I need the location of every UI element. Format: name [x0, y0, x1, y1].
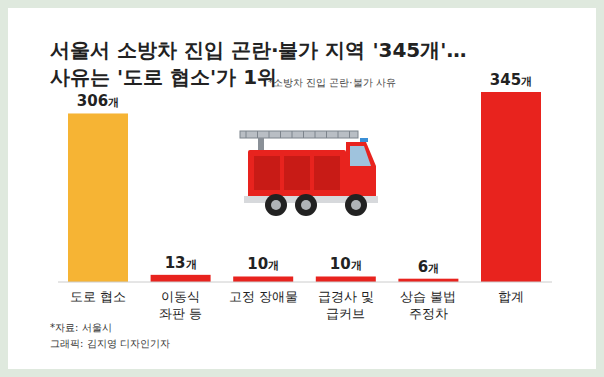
category-label: 도로 협소	[70, 289, 126, 304]
annotation: 그래픽: 김지영 디자인기자	[50, 338, 170, 349]
data-label-unit: 개	[521, 75, 532, 88]
data-label: 6개	[418, 258, 439, 276]
bars	[68, 92, 541, 282]
wheel-hub	[351, 200, 361, 210]
category-label: 급경사 및급커브	[318, 289, 374, 321]
data-label-number: 345	[490, 71, 521, 89]
panel	[8, 8, 596, 369]
ladder-rung	[257, 131, 258, 138]
category-label-line: 좌판 등	[159, 306, 202, 321]
fire-truck-illustration	[240, 131, 378, 216]
compartment	[284, 156, 310, 190]
data-label-unit: 개	[351, 259, 362, 272]
data-label-number: 10	[330, 255, 351, 273]
data-label-number: 306	[77, 92, 108, 110]
ladder	[240, 131, 358, 138]
ladder-rung	[303, 131, 304, 138]
category-label-line: 이동식	[161, 289, 200, 304]
data-label-unit: 개	[428, 262, 439, 275]
data-label-number: 6	[418, 258, 428, 276]
bar	[68, 113, 128, 282]
title-line: 서울서 소방차 진입 곤란·불가 지역 '345개'…	[50, 38, 466, 62]
annotation: *자료: 서울시	[50, 322, 112, 333]
data-label-unit: 개	[268, 259, 279, 272]
truck-body	[248, 150, 346, 200]
category-label-line: 도로 협소	[70, 289, 126, 304]
category-label: 고정 장애물	[229, 289, 298, 304]
ladder-rung	[326, 131, 327, 138]
ladder-rung	[280, 131, 281, 138]
ladder-rung	[349, 131, 350, 138]
subtitle: *소방차 진입 곤란·불가 사유	[268, 77, 396, 88]
bar	[233, 276, 293, 282]
bar	[481, 92, 541, 282]
category-label-line: 주정차	[409, 306, 448, 321]
title: 서울서 소방차 진입 곤란·불가 지역 '345개'… 사유는 '도로 협소'가 …	[50, 38, 466, 89]
compartment	[254, 156, 280, 190]
data-label-number: 10	[247, 255, 268, 273]
category-label-line: 고정 장애물	[229, 289, 298, 304]
data-label: 306개	[77, 92, 119, 110]
category-label-line: 급경사 및	[318, 289, 374, 304]
data-label-unit: 개	[108, 96, 119, 109]
title-line: 사유는 '도로 협소'가 1위	[50, 65, 277, 89]
data-label: 10개	[247, 255, 279, 273]
bar	[316, 276, 376, 282]
wheel	[265, 194, 287, 216]
ladder-rung	[246, 131, 247, 138]
wheel-hub	[271, 200, 281, 210]
truck-cab	[346, 142, 376, 200]
data-label: 13개	[165, 254, 197, 272]
chart: 서울서 소방차 진입 곤란·불가 지역 '345개'… 사유는 '도로 협소'가 …	[0, 0, 604, 377]
data-label-number: 13	[165, 254, 186, 272]
ladder-rung	[338, 131, 339, 138]
category-label-line: 급커브	[326, 306, 365, 321]
ladder-rung	[315, 131, 316, 138]
ladder-support	[258, 138, 264, 152]
siren	[360, 138, 368, 142]
wheel	[295, 194, 317, 216]
category-label: 이동식좌판 등	[159, 289, 202, 321]
compartment	[314, 156, 340, 190]
bar	[151, 275, 211, 282]
truck-window	[350, 146, 371, 166]
ladder-rung	[292, 131, 293, 138]
wheel	[345, 194, 367, 216]
category-label-line: 상습 불법	[400, 289, 456, 304]
category-label: 상습 불법주정차	[400, 289, 456, 321]
category-label: 합계	[498, 289, 524, 304]
wheel-hub	[301, 200, 311, 210]
category-label-line: 합계	[498, 289, 524, 304]
data-label-unit: 개	[186, 258, 197, 271]
data-label: 10개	[330, 255, 362, 273]
ladder-rung	[269, 131, 270, 138]
baseline	[58, 282, 552, 283]
data-label: 345개	[490, 71, 532, 89]
